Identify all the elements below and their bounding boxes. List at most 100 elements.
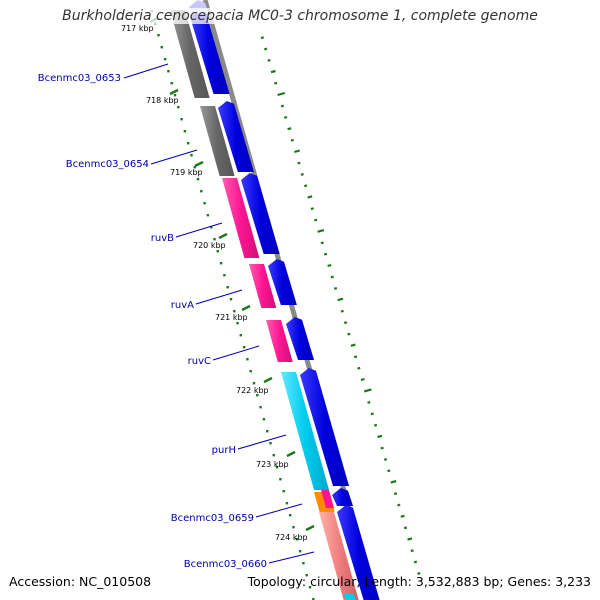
tick-label: 718 kbp xyxy=(146,96,179,105)
tick-mark xyxy=(219,262,223,265)
tick-mark xyxy=(312,598,315,600)
tick-mark xyxy=(298,550,302,553)
genome-summary-text: Topology: circular; Length: 3,532,883 bp… xyxy=(247,574,591,589)
gc-skew-mark xyxy=(260,36,264,40)
gene-feature[interactable] xyxy=(319,512,359,600)
tick-mark xyxy=(213,238,216,241)
major-tick xyxy=(305,524,315,532)
tick-mark xyxy=(233,310,236,313)
tick-mark xyxy=(308,586,312,589)
gc-skew-mark xyxy=(300,173,304,176)
tick-mark xyxy=(266,430,269,433)
gc-skew-mark xyxy=(390,480,397,484)
gene-feature[interactable] xyxy=(281,372,330,490)
gene-label[interactable]: Bcenmc03_0653 xyxy=(38,73,121,84)
cds-arrow[interactable] xyxy=(218,101,254,172)
tick-mark xyxy=(239,334,242,337)
tick-mark xyxy=(200,190,203,193)
gc-skew-mark xyxy=(413,560,418,564)
major-tick xyxy=(263,376,273,384)
gene-leader-line xyxy=(195,289,243,305)
gc-skew-mark xyxy=(317,229,325,233)
tick-mark xyxy=(167,70,170,73)
gene-label[interactable]: Bcenmc03_0659 xyxy=(171,513,254,524)
cds-arrow[interactable] xyxy=(337,505,380,600)
tick-mark xyxy=(177,106,180,109)
gene-feature[interactable] xyxy=(344,594,356,600)
major-tick xyxy=(286,450,296,458)
tick-label: 722 kbp xyxy=(236,386,269,395)
tick-mark xyxy=(246,358,249,361)
gc-skew-mark xyxy=(323,252,328,256)
tick-label: 720 kbp xyxy=(193,241,226,250)
tick-label: 724 kbp xyxy=(275,533,308,542)
gc-skew-mark xyxy=(393,492,398,496)
gc-skew-mark xyxy=(410,549,414,553)
cds-arrow[interactable] xyxy=(268,259,297,305)
gene-feature[interactable] xyxy=(249,264,277,308)
gc-skew-mark xyxy=(403,526,408,530)
tick-mark xyxy=(262,418,266,421)
major-tick xyxy=(218,232,228,240)
gc-skew-mark xyxy=(367,401,371,404)
tick-mark xyxy=(285,502,289,505)
cds-arrow[interactable] xyxy=(332,488,354,506)
gc-skew-mark xyxy=(290,138,294,142)
cds-arrow[interactable] xyxy=(300,368,350,486)
gc-skew-mark xyxy=(307,195,313,199)
gene-label[interactable]: Bcenmc03_0654 xyxy=(66,159,149,170)
gene-feature[interactable] xyxy=(321,490,335,508)
gc-skew-mark xyxy=(283,115,288,119)
cds-arrow[interactable] xyxy=(190,10,230,94)
tick-mark xyxy=(173,94,177,97)
gene-label[interactable]: purH xyxy=(212,445,236,456)
tick-mark xyxy=(302,562,305,565)
gene-feature[interactable] xyxy=(222,178,260,258)
gc-skew-mark xyxy=(353,355,358,359)
tick-mark xyxy=(180,118,183,121)
tick-mark xyxy=(292,526,295,529)
gc-skew-mark xyxy=(320,241,324,245)
accession-text: Accession: NC_010508 xyxy=(9,574,152,589)
gc-skew-mark xyxy=(407,537,413,541)
gc-skew-mark xyxy=(267,58,271,62)
tick-label: 723 kbp xyxy=(256,460,289,469)
gc-skew-mark xyxy=(377,434,383,439)
major-tick xyxy=(241,304,251,312)
gc-skew-mark xyxy=(297,161,301,165)
gc-skew-mark xyxy=(373,423,378,427)
gene-feature[interactable] xyxy=(200,106,235,176)
cds-arrow[interactable] xyxy=(241,173,280,254)
gene-leader-line xyxy=(237,434,287,450)
gene-label[interactable]: ruvB xyxy=(151,233,174,244)
tick-mark xyxy=(259,406,262,409)
gc-skew-mark xyxy=(340,309,344,313)
gc-skew-mark xyxy=(277,91,286,97)
tick-mark xyxy=(160,46,163,49)
tick-label: 721 kbp xyxy=(215,313,248,322)
tick-mark xyxy=(282,490,285,493)
tick-mark xyxy=(157,34,160,37)
tick-mark xyxy=(216,250,219,253)
gc-skew-mark xyxy=(304,184,308,188)
tick-layer xyxy=(149,10,315,600)
cds-arrow[interactable] xyxy=(286,317,315,360)
gc-skew-mark xyxy=(343,321,348,325)
gene-label[interactable]: ruvC xyxy=(188,356,211,367)
gc-skew-mark xyxy=(417,572,421,575)
gc-skew-mark xyxy=(270,69,276,74)
gc-skew-mark xyxy=(263,47,268,51)
tick-mark xyxy=(203,202,206,205)
gene-feature[interactable] xyxy=(266,320,293,362)
gc-skew-mark xyxy=(357,366,361,370)
tick-label: 719 kbp xyxy=(170,168,203,177)
gene-feature[interactable] xyxy=(170,10,210,98)
tick-mark xyxy=(295,538,298,541)
gene-label[interactable]: ruvA xyxy=(171,300,194,311)
tick-mark xyxy=(252,382,256,385)
gc-skew-mark xyxy=(383,458,388,461)
tick-mark xyxy=(170,82,173,85)
tick-mark xyxy=(242,346,246,349)
gene-label[interactable]: Bcenmc03_0660 xyxy=(184,559,267,570)
